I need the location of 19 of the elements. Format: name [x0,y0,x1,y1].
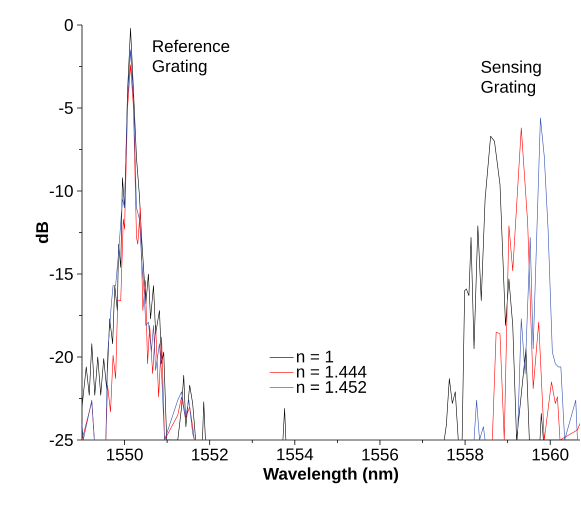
y-tick-label: -5 [59,102,73,114]
legend-label: n = 1.444 [296,366,366,378]
annotation: Sensing Grating [481,60,541,96]
y-axis-title: dB [36,222,48,244]
annotation: Reference Grating [152,40,230,76]
x-tick-label: 1556 [362,448,398,461]
y-tick-label: 0 [64,19,73,31]
y-tick-label: -20 [50,351,73,364]
x-tick-label: 1550 [107,448,143,461]
x-axis-title: Wavelength (nm) [263,467,398,484]
x-tick-label: 1552 [192,448,228,461]
legend-label: n = 1 [296,350,334,362]
y-tick-label: -25 [50,434,73,446]
x-tick-label: 1560 [532,448,568,461]
x-tick-label: 1558 [448,448,484,461]
y-tick-label: -10 [50,185,73,197]
x-tick-label: 1554 [277,448,314,460]
legend-label: n = 1.452 [296,380,366,393]
y-tick-label: -15 [50,268,73,280]
